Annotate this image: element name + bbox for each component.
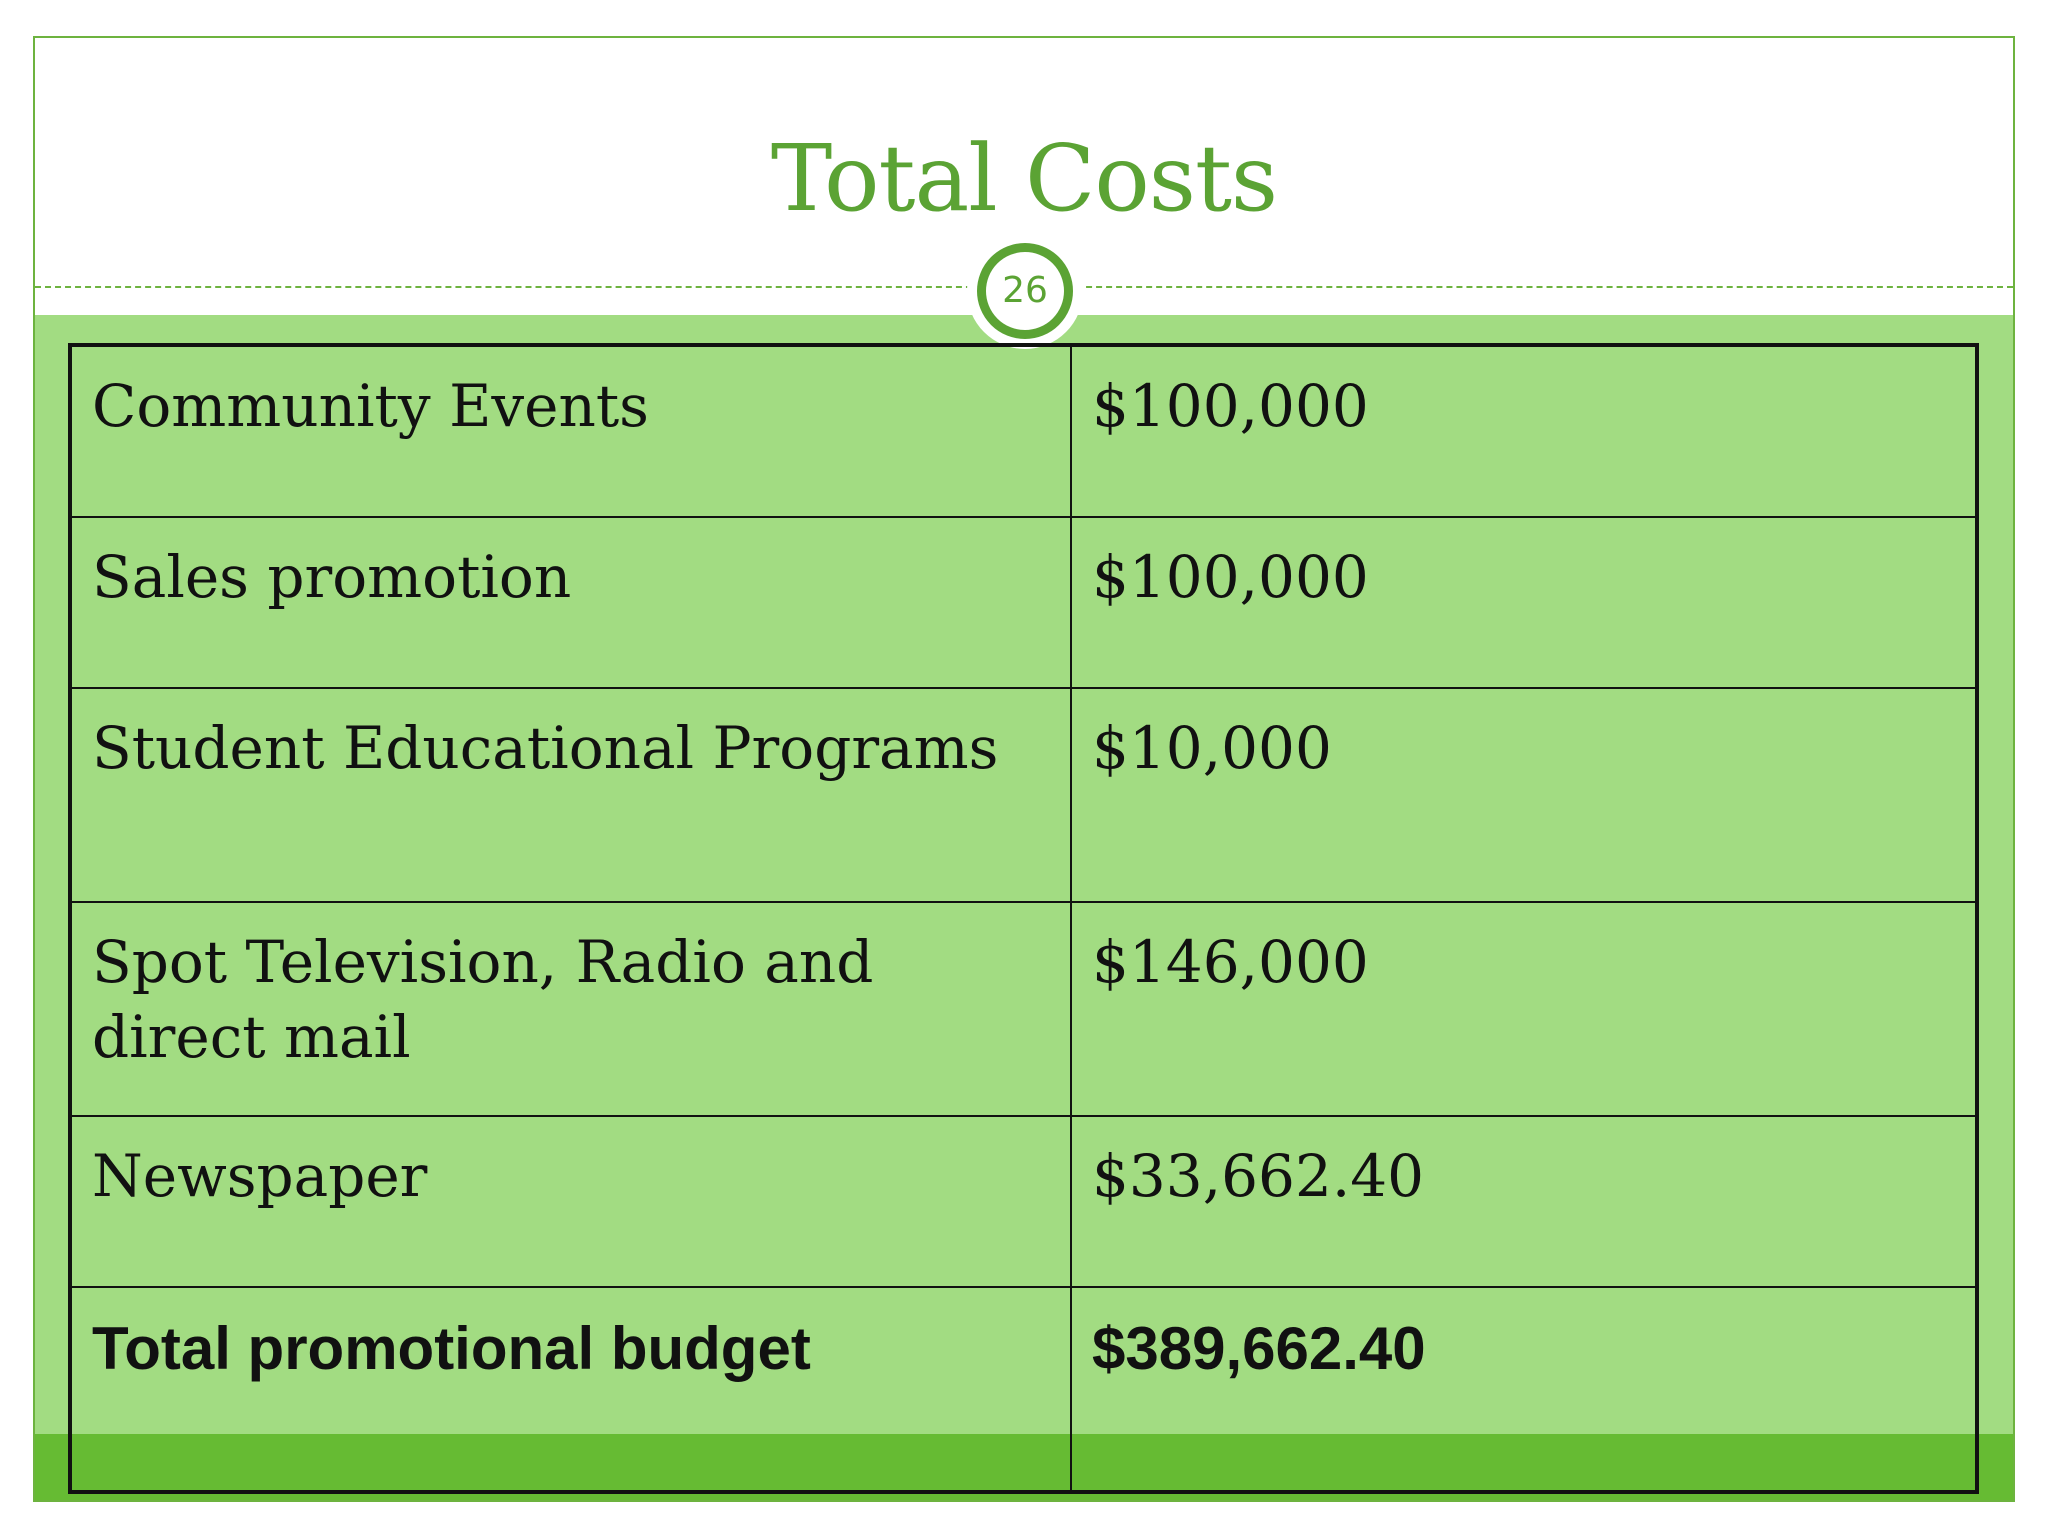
cost-item-cell: Sales promotion — [69, 516, 1072, 689]
cost-item-cell: Community Events — [69, 344, 1072, 518]
cost-value-cell: $100,000 — [1070, 516, 1978, 689]
cost-item-cell: Newspaper — [69, 1115, 1072, 1288]
slide-title: Total Costs — [770, 125, 1278, 232]
cost-value-cell: $10,000 — [1070, 687, 1978, 903]
slide-number-badge: 26 — [967, 233, 1083, 349]
table-row: Newspaper $33,662.40 — [69, 1115, 1978, 1288]
cost-value-cell: $33,662.40 — [1070, 1115, 1978, 1288]
total-label-cell: Total promotional budget — [69, 1286, 1072, 1493]
table-row: Sales promotion $100,000 — [69, 516, 1978, 689]
cost-item-cell: Student Educational Programs — [69, 687, 1072, 903]
cost-value-cell: $146,000 — [1070, 901, 1978, 1117]
slide-number: 26 — [977, 243, 1073, 339]
table-row: Spot Television, Radio and direct mail $… — [69, 901, 1978, 1117]
cost-value-cell: $100,000 — [1070, 344, 1978, 518]
slide: Total Costs 26 Community Events $100,000… — [33, 36, 2015, 1502]
total-value-cell: $389,662.40 — [1070, 1286, 1978, 1493]
cost-item-cell: Spot Television, Radio and direct mail — [69, 901, 1072, 1117]
table-row: Student Educational Programs $10,000 — [69, 687, 1978, 903]
cost-table: Community Events $100,000 Sales promotio… — [68, 343, 1979, 1494]
table-row: Community Events $100,000 — [69, 344, 1978, 518]
total-row: Total promotional budget $389,662.40 — [69, 1286, 1978, 1493]
